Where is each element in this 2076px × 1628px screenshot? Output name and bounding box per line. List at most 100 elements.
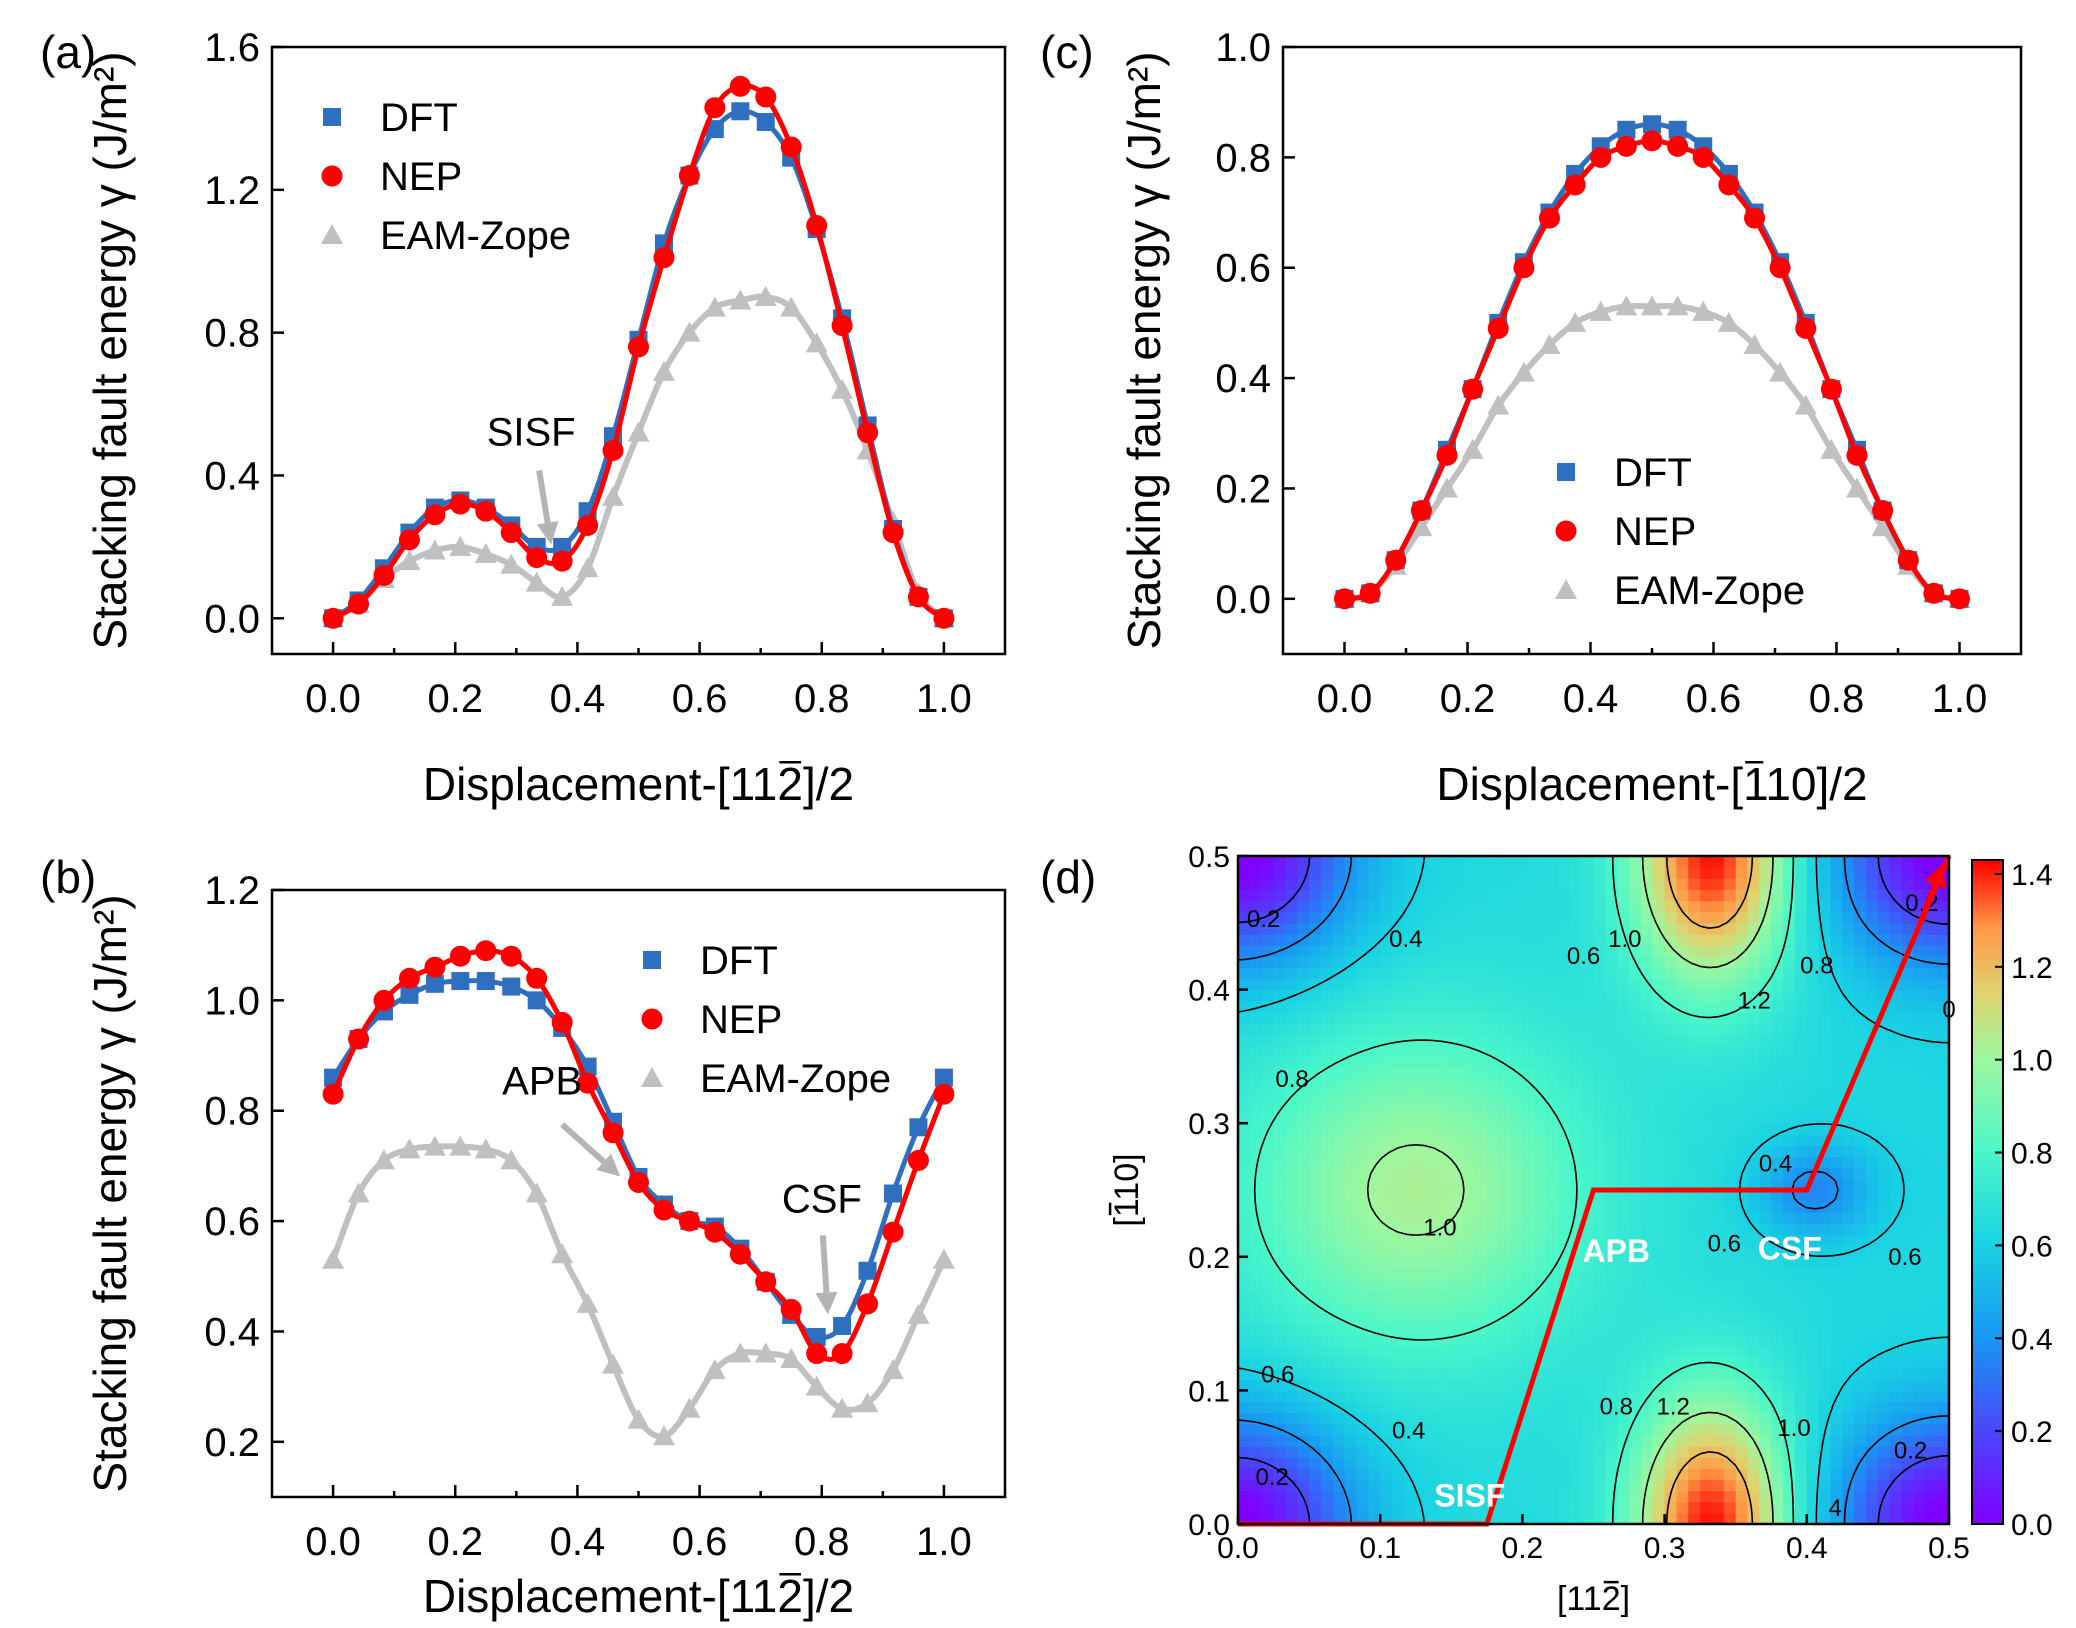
heatmap-cell <box>1498 1501 1512 1514</box>
heatmap-cell <box>1640 1034 1654 1046</box>
heatmap-cell <box>1309 1490 1322 1503</box>
heatmap-cell <box>1652 1457 1666 1469</box>
heatmap-cell <box>1475 967 1488 980</box>
heatmap-cell <box>1652 911 1666 924</box>
heatmap-cell <box>1901 1412 1915 1425</box>
heatmap-cell <box>1463 856 1476 868</box>
heatmap-cell <box>1605 1167 1618 1180</box>
heatmap-cell <box>1700 956 1713 968</box>
heatmap-cell <box>1427 1323 1441 1336</box>
heatmap-cell <box>1486 1267 1500 1280</box>
heatmap-cell <box>1344 1401 1358 1414</box>
heatmap-cell <box>1712 1412 1725 1425</box>
heatmap-cell <box>1546 1056 1559 1069</box>
panel-label: (a) <box>40 26 96 78</box>
heatmap-cell <box>1664 1156 1678 1169</box>
heatmap-cell <box>1925 1279 1938 1291</box>
heatmap-cell <box>1238 989 1251 1002</box>
heatmap-cell <box>1463 1134 1476 1147</box>
heatmap-cell <box>1546 1457 1559 1469</box>
heatmap-cell <box>1320 1100 1334 1113</box>
heatmap-cell <box>1664 1357 1678 1369</box>
heatmap-cell <box>1498 856 1512 868</box>
heatmap-cell <box>1427 1089 1441 1102</box>
contour-line-0.4 <box>1238 856 1949 1524</box>
heatmap-cell <box>1771 1468 1784 1481</box>
heatmap-cell <box>1889 1323 1903 1336</box>
heatmap-cell <box>1605 1134 1618 1147</box>
series-nep <box>322 940 955 1365</box>
heatmap-cell <box>1688 1357 1701 1369</box>
data-point-eam-zope <box>449 535 472 556</box>
heatmap-cell <box>1723 1446 1737 1458</box>
heatmap-cell <box>1700 1212 1713 1224</box>
heatmap-cell <box>1629 1178 1642 1191</box>
heatmap-cell <box>1522 1501 1535 1514</box>
heatmap-cell <box>1427 911 1441 924</box>
heatmap-cell <box>1546 889 1559 902</box>
heatmap-cell <box>1510 1312 1523 1325</box>
x-axis-label-part-1: 1 <box>1743 758 1767 810</box>
y-tick-label: 1.0 <box>204 979 260 1023</box>
heatmap-cell <box>1498 1312 1512 1325</box>
heatmap-cell <box>1937 1234 1949 1247</box>
heatmap-cell <box>1806 1245 1820 1258</box>
heatmap-cell <box>1546 1345 1559 1358</box>
heatmap-cell <box>1747 956 1760 968</box>
contour-label: 0.2 <box>1247 906 1280 933</box>
heatmap-cell <box>1238 978 1251 991</box>
heatmap-cell <box>1581 1011 1595 1024</box>
heatmap-cell <box>1486 1201 1500 1213</box>
heatmap-cell <box>1664 1234 1678 1247</box>
colorbar-gradient <box>1971 859 2004 1525</box>
heatmap-cell <box>1534 1412 1547 1425</box>
heatmap-cell <box>1925 1423 1938 1436</box>
heatmap-cell <box>1415 956 1429 968</box>
heatmap-cell <box>1794 1468 1808 1481</box>
heatmap-cell <box>1486 1379 1500 1391</box>
heatmap-cell <box>1486 922 1500 935</box>
heatmap-cell <box>1569 1401 1583 1414</box>
heatmap-cell <box>1664 900 1678 913</box>
heatmap-cell <box>1806 1256 1820 1269</box>
heatmap-cell <box>1889 1145 1903 1158</box>
heatmap-cell <box>1794 1201 1808 1213</box>
y-tick-label: 0.8 <box>204 312 260 356</box>
heatmap-cell <box>1771 911 1784 924</box>
heatmap-cell <box>1700 1334 1713 1347</box>
heatmap-cell <box>1842 1512 1855 1524</box>
heatmap-cell <box>1688 1267 1701 1280</box>
heatmap-cell <box>1297 1201 1310 1213</box>
heatmap-cell <box>1771 1123 1784 1135</box>
heatmap-cell <box>1747 1145 1760 1158</box>
heatmap-cell <box>1238 933 1251 946</box>
heatmap-cell <box>1747 1457 1760 1469</box>
heatmap-cell <box>1332 1323 1346 1336</box>
heatmap-cell <box>1806 945 1820 957</box>
heatmap-cell <box>1380 1379 1393 1391</box>
data-point-eam-zope <box>754 285 777 306</box>
heatmap-cell <box>1605 911 1618 924</box>
heatmap-cell <box>1759 1067 1772 1080</box>
heatmap-cell <box>1866 945 1879 957</box>
heatmap-cell <box>1249 1312 1263 1325</box>
heatmap-cell <box>1392 1034 1405 1046</box>
heatmap-cell <box>1451 1167 1464 1180</box>
heatmap-cell <box>1783 1412 1796 1425</box>
heatmap-cell <box>1676 1078 1689 1091</box>
heatmap-cell <box>1877 956 1891 968</box>
heatmap-cell <box>1913 1023 1926 1035</box>
heatmap-cell <box>1546 978 1559 991</box>
heatmap-cell <box>1794 900 1808 913</box>
heatmap-cell <box>1640 1190 1654 1202</box>
x-tick-label: 0.8 <box>1809 677 1865 721</box>
heatmap-cell <box>1332 1279 1346 1291</box>
contour-label: 4 <box>1829 1495 1842 1522</box>
heatmap-cell <box>1605 1290 1618 1302</box>
heatmap-cell <box>1534 1190 1547 1202</box>
heatmap-cell <box>1522 1245 1535 1258</box>
heatmap-cell <box>1249 856 1263 868</box>
heatmap-cell <box>1593 1446 1606 1458</box>
heatmap-cell <box>1273 1067 1286 1080</box>
heatmap-cell <box>1913 1446 1926 1458</box>
